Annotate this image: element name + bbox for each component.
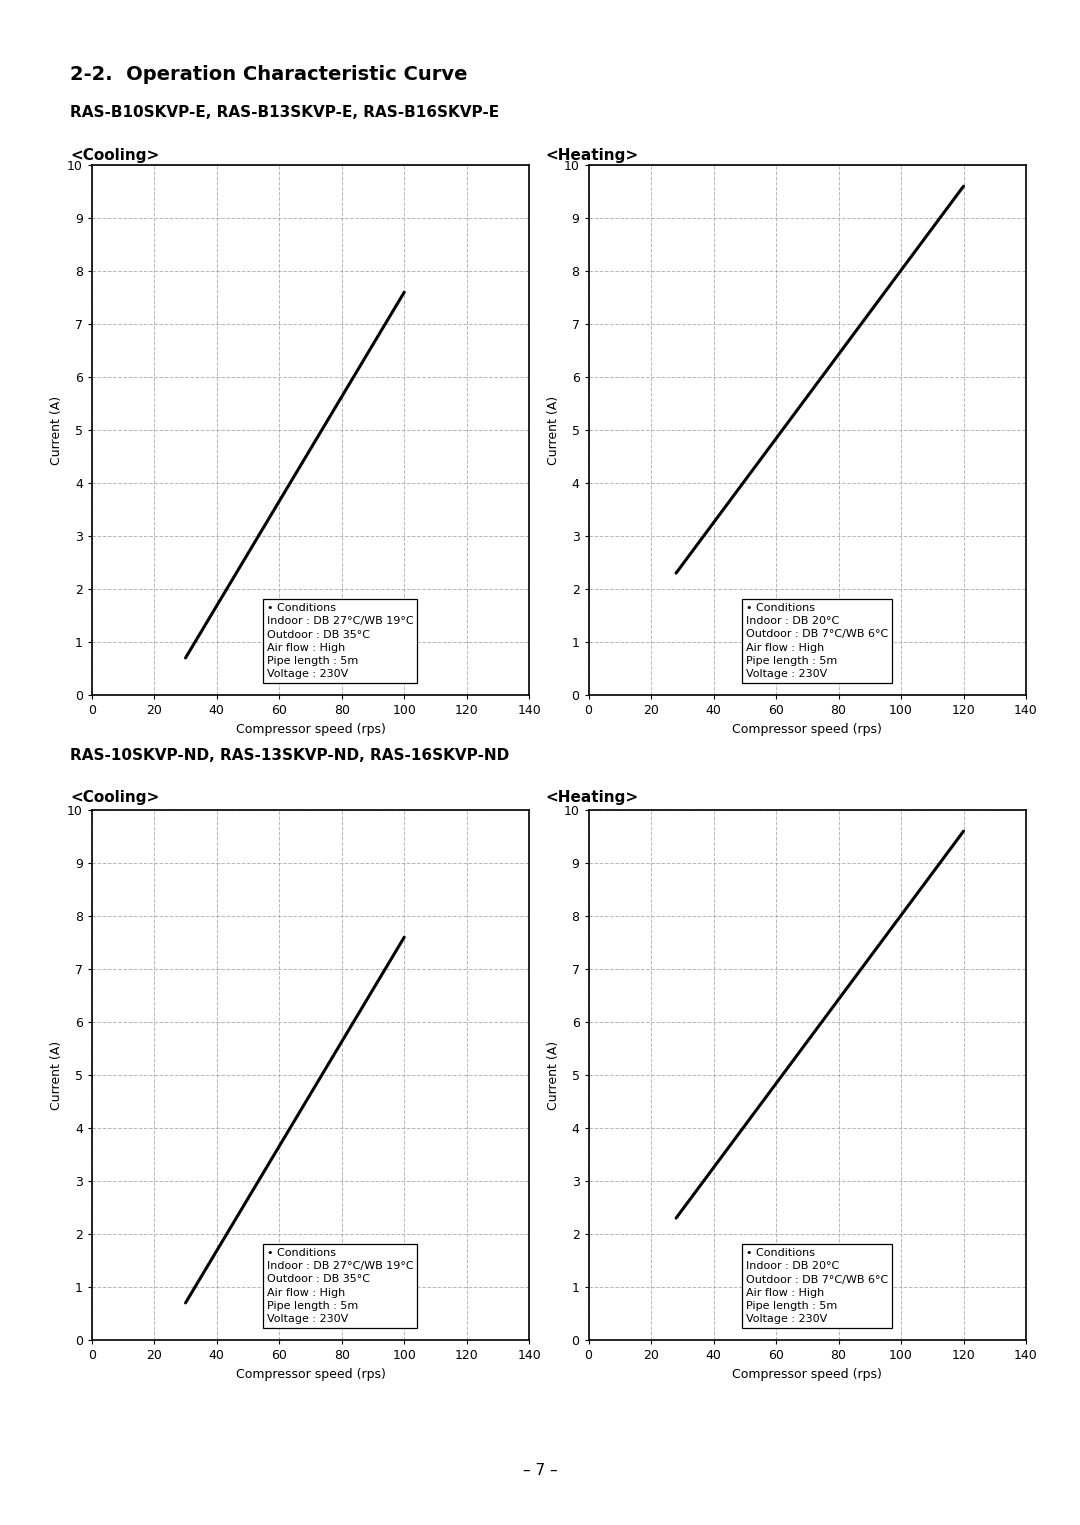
Text: • Conditions
Indoor : DB 20°C
Outdoor : DB 7°C/WB 6°C
Air flow : High
Pipe lengt: • Conditions Indoor : DB 20°C Outdoor : …	[746, 602, 889, 679]
X-axis label: Compressor speed (rps): Compressor speed (rps)	[235, 723, 386, 735]
Y-axis label: Current (A): Current (A)	[546, 1040, 559, 1110]
Text: <Heating>: <Heating>	[545, 148, 638, 163]
Text: 2-2.  Operation Characteristic Curve: 2-2. Operation Characteristic Curve	[70, 66, 468, 84]
Text: • Conditions
Indoor : DB 27°C/WB 19°C
Outdoor : DB 35°C
Air flow : High
Pipe len: • Conditions Indoor : DB 27°C/WB 19°C Ou…	[267, 1247, 414, 1324]
Text: RAS-10SKVP-ND, RAS-13SKVP-ND, RAS-16SKVP-ND: RAS-10SKVP-ND, RAS-13SKVP-ND, RAS-16SKVP…	[70, 747, 510, 762]
Text: • Conditions
Indoor : DB 27°C/WB 19°C
Outdoor : DB 35°C
Air flow : High
Pipe len: • Conditions Indoor : DB 27°C/WB 19°C Ou…	[267, 602, 414, 679]
Text: • Conditions
Indoor : DB 20°C
Outdoor : DB 7°C/WB 6°C
Air flow : High
Pipe lengt: • Conditions Indoor : DB 20°C Outdoor : …	[746, 1247, 889, 1324]
Text: – 7 –: – 7 –	[523, 1462, 557, 1478]
Y-axis label: Current (A): Current (A)	[546, 395, 559, 465]
Y-axis label: Current (A): Current (A)	[50, 395, 63, 465]
Text: <Cooling>: <Cooling>	[70, 790, 160, 805]
Text: <Heating>: <Heating>	[545, 790, 638, 805]
X-axis label: Compressor speed (rps): Compressor speed (rps)	[235, 1368, 386, 1380]
X-axis label: Compressor speed (rps): Compressor speed (rps)	[732, 1368, 882, 1380]
Text: <Cooling>: <Cooling>	[70, 148, 160, 163]
Text: RAS-B10SKVP-E, RAS-B13SKVP-E, RAS-B16SKVP-E: RAS-B10SKVP-E, RAS-B13SKVP-E, RAS-B16SKV…	[70, 105, 499, 120]
Y-axis label: Current (A): Current (A)	[50, 1040, 63, 1110]
X-axis label: Compressor speed (rps): Compressor speed (rps)	[732, 723, 882, 735]
